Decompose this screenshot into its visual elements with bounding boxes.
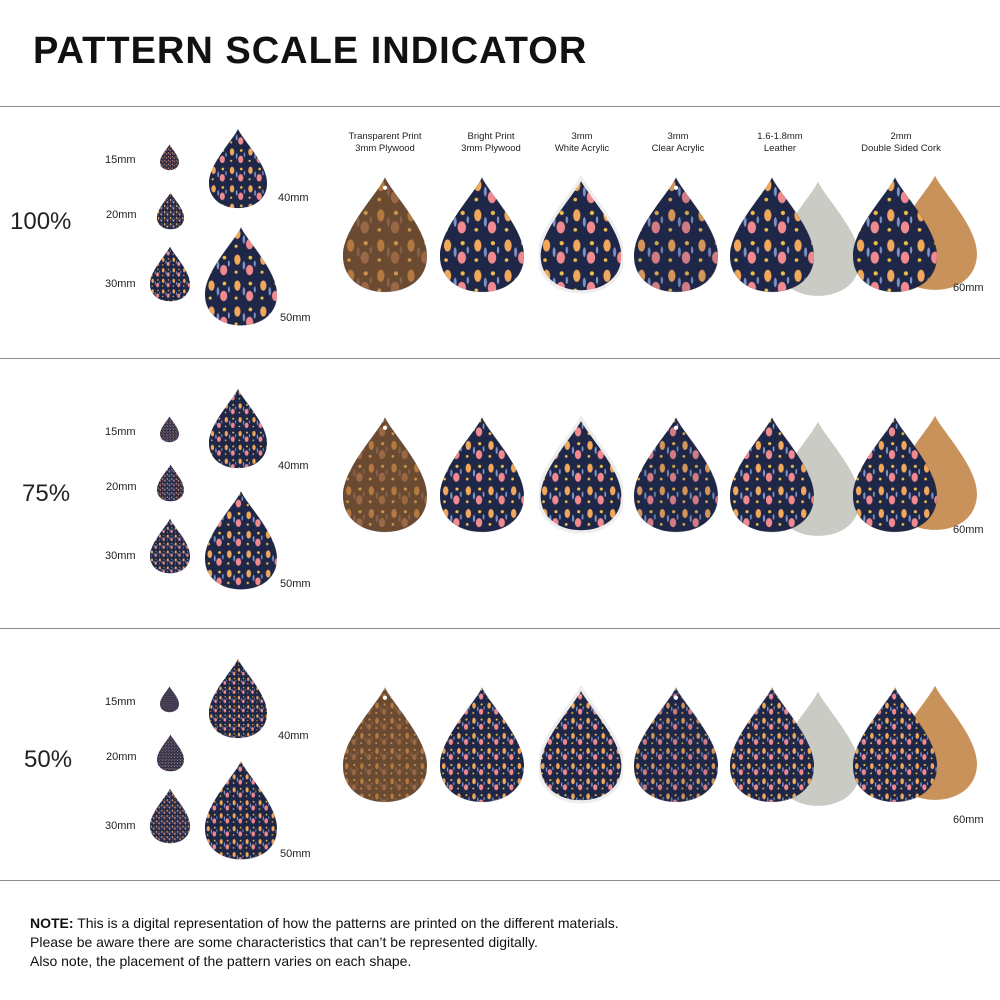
size-sample-15mm	[160, 416, 179, 443]
size-sample-40mm	[209, 658, 267, 739]
material-header-line: Bright Print	[467, 131, 515, 142]
material-header-line: 2mm	[890, 131, 912, 142]
size-label: 50mm	[280, 578, 311, 590]
size-sample-20mm	[157, 464, 184, 502]
size-label: 50mm	[280, 848, 311, 860]
note-label: NOTE:	[30, 915, 74, 931]
size-sample-30mm	[150, 246, 190, 302]
size-sample-50mm	[205, 490, 277, 590]
material-sample-white	[539, 686, 623, 804]
size-label: 40mm	[278, 192, 309, 204]
size-label: 15mm	[105, 426, 136, 438]
size-label: 30mm	[105, 278, 136, 290]
large-size-label: 60mm	[953, 524, 984, 536]
material-header-line: 3mm	[667, 131, 689, 142]
material-sample-cork	[853, 416, 937, 533]
material-sample-clear	[634, 176, 718, 293]
divider	[0, 628, 1000, 629]
material-sample-leather	[730, 686, 814, 803]
large-size-label: 60mm	[953, 814, 984, 826]
note-line-1: This is a digital representation of how …	[73, 915, 619, 931]
size-sample-30mm	[150, 788, 190, 844]
material-sample-cork	[853, 686, 937, 803]
size-sample-40mm	[209, 128, 267, 209]
material-header-line: Leather	[763, 143, 797, 154]
material-sample-leather	[730, 176, 814, 293]
material-sample-plywood	[343, 176, 427, 293]
note-text: NOTE: This is a digital representation o…	[30, 914, 619, 971]
size-label: 30mm	[105, 820, 136, 832]
material-header-line: Clear Acrylic	[651, 143, 705, 154]
material-sample-white	[539, 176, 623, 294]
divider	[0, 880, 1000, 881]
page-title: PATTERN SCALE INDICATOR	[33, 30, 588, 72]
size-label: 15mm	[105, 696, 136, 708]
material-header-bright: Bright Print 3mm Plywood	[436, 131, 546, 155]
large-size-label: 60mm	[953, 282, 984, 294]
material-sample-bright	[440, 416, 524, 533]
scale-label: 75%	[22, 480, 71, 507]
note-line-3: Also note, the placement of the pattern …	[30, 953, 412, 969]
size-label: 20mm	[106, 751, 137, 763]
material-sample-clear	[634, 416, 718, 533]
material-header-plywood: Transparent Print 3mm Plywood	[330, 131, 440, 155]
material-header-line: 3mm	[571, 131, 593, 142]
divider	[0, 106, 1000, 107]
material-header-line: Transparent Print	[348, 131, 422, 142]
size-sample-15mm	[160, 686, 179, 713]
material-header-line: 3mm Plywood	[355, 143, 415, 154]
size-sample-50mm	[205, 226, 277, 326]
material-header-cork: 2mm Double Sided Cork	[846, 131, 956, 155]
material-sample-white	[539, 416, 623, 534]
material-header-line: 3mm Plywood	[461, 143, 521, 154]
material-header-clear: 3mm Clear Acrylic	[623, 131, 733, 155]
size-sample-20mm	[157, 734, 184, 772]
material-sample-leather	[730, 416, 814, 533]
material-sample-plywood	[343, 686, 427, 803]
material-header-white: 3mm White Acrylic	[527, 131, 637, 155]
size-sample-20mm	[157, 192, 184, 230]
material-header-leather: 1.6-1.8mm Leather	[725, 131, 835, 155]
material-sample-bright	[440, 686, 524, 803]
size-sample-30mm	[150, 518, 190, 574]
material-header-line: 1.6-1.8mm	[757, 131, 803, 142]
size-label: 15mm	[105, 154, 136, 166]
material-sample-cork	[853, 176, 937, 293]
size-label: 40mm	[278, 460, 309, 472]
size-label: 50mm	[280, 312, 311, 324]
size-sample-50mm	[205, 760, 277, 860]
size-label: 30mm	[105, 550, 136, 562]
note-line-2: Please be aware there are some character…	[30, 934, 538, 950]
size-label: 20mm	[106, 481, 137, 493]
material-sample-bright	[440, 176, 524, 293]
size-sample-15mm	[160, 144, 179, 171]
scale-label: 50%	[24, 746, 73, 773]
material-header-line: White Acrylic	[554, 143, 610, 154]
size-sample-40mm	[209, 388, 267, 469]
divider	[0, 358, 1000, 359]
material-sample-plywood	[343, 416, 427, 533]
scale-label: 100%	[10, 208, 72, 235]
size-label: 20mm	[106, 209, 137, 221]
material-sample-clear	[634, 686, 718, 803]
size-label: 40mm	[278, 730, 309, 742]
material-header-line: Double Sided Cork	[861, 143, 941, 154]
